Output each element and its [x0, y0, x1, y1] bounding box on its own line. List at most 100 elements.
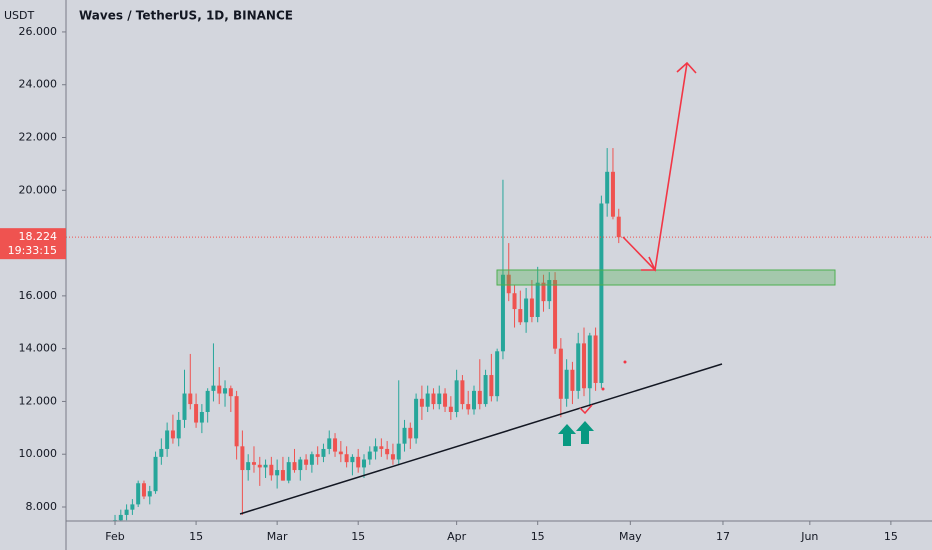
candle-body: [130, 504, 135, 510]
candle-body: [170, 430, 175, 439]
candle-body: [223, 388, 228, 394]
candle-body: [460, 380, 465, 405]
candle-body: [419, 398, 424, 407]
candle-body: [396, 443, 401, 460]
x-tick-label: Feb: [105, 530, 124, 543]
countdown-label: 19:33:15: [8, 244, 57, 257]
y-axis-unit: USDT: [4, 9, 35, 22]
candle-body: [466, 404, 471, 410]
candle-body: [610, 171, 615, 217]
x-tick-label: Apr: [447, 530, 467, 543]
candle-body: [518, 309, 523, 323]
candle-body: [587, 335, 592, 389]
candle-body: [356, 456, 361, 468]
candle-body: [535, 282, 540, 317]
candle-body: [576, 343, 581, 391]
candle-body: [309, 454, 314, 465]
arrow-head: [676, 61, 697, 74]
candle-body: [582, 343, 587, 389]
candle-body: [275, 470, 280, 476]
x-tick-label: May: [619, 530, 642, 543]
marker-dot: [601, 387, 605, 391]
candle-body: [437, 393, 442, 405]
y-tick-label: 16.000: [19, 289, 58, 302]
x-tick-label: 15: [884, 530, 898, 543]
candle-body: [228, 388, 233, 397]
candle-body: [344, 454, 349, 463]
candle-body: [524, 298, 529, 323]
candle-body: [165, 430, 170, 449]
candle-body: [205, 390, 210, 412]
x-tick-label: Mar: [267, 530, 288, 543]
candle-body: [408, 427, 413, 439]
marker-dot: [623, 360, 627, 364]
candle-body: [211, 385, 216, 391]
candle-body: [489, 375, 494, 397]
candle-body: [251, 462, 256, 465]
x-tick-label: 15: [351, 530, 365, 543]
candle-body: [147, 491, 152, 497]
candle-body: [118, 514, 123, 521]
candle-body: [454, 380, 459, 412]
candle-body: [605, 171, 610, 204]
candle-body: [558, 348, 563, 399]
x-tick-label: 15: [189, 530, 203, 543]
candle-body: [414, 398, 419, 439]
x-tick-label: 15: [531, 530, 545, 543]
candle-body: [390, 454, 395, 460]
y-tick-label: 8.000: [26, 500, 58, 513]
candle-body: [338, 451, 343, 455]
candle-body: [379, 446, 384, 449]
candle-body: [385, 448, 390, 455]
candle-body: [553, 280, 558, 349]
candles: [66, 148, 932, 521]
up-arrow: [576, 421, 594, 444]
candle-body: [304, 459, 309, 465]
candle-body: [593, 335, 598, 383]
check-mark: [579, 404, 593, 415]
candle-body: [477, 390, 482, 405]
candle-body: [547, 280, 552, 302]
candle-body: [141, 483, 146, 497]
candle-body: [599, 203, 604, 383]
drawings: [239, 61, 836, 515]
candle-body: [350, 456, 355, 463]
candle-body: [298, 459, 303, 471]
candle-body: [512, 293, 517, 310]
y-tick-label: 12.000: [19, 394, 58, 407]
candle-body: [495, 351, 500, 397]
y-tick-label: 10.000: [19, 447, 58, 460]
candle-body: [240, 446, 245, 471]
candle-body: [321, 448, 326, 457]
candle-body: [315, 454, 320, 457]
candle-body: [263, 464, 268, 468]
candle-body: [373, 446, 378, 452]
y-tick-label: 22.000: [19, 131, 58, 144]
candle-body: [292, 462, 297, 471]
candle-body: [361, 459, 366, 468]
candle-body: [483, 375, 488, 405]
candle-body: [616, 216, 621, 238]
trend-line: [239, 363, 723, 515]
candle-body: [286, 462, 291, 481]
candle-body: [182, 393, 187, 420]
candle-body: [188, 393, 193, 405]
candle-body: [367, 451, 372, 460]
axis-labels: 8.00010.00012.00014.00016.00018.00020.00…: [19, 25, 898, 543]
candle-body: [199, 411, 204, 423]
candle-body: [269, 464, 274, 476]
candle-body: [217, 385, 222, 394]
y-tick-label: 14.000: [19, 342, 58, 355]
candle-body: [500, 274, 505, 352]
candle-body: [402, 427, 407, 444]
y-tick-label: 24.000: [19, 78, 58, 91]
candle-body: [327, 438, 332, 449]
candle-body: [257, 464, 262, 468]
candle-body: [472, 390, 476, 410]
candle-body: [124, 509, 129, 515]
candle-body: [194, 404, 199, 423]
y-tick-label: 26.000: [19, 25, 58, 38]
candle-body: [431, 393, 436, 405]
candle-body: [234, 396, 239, 447]
